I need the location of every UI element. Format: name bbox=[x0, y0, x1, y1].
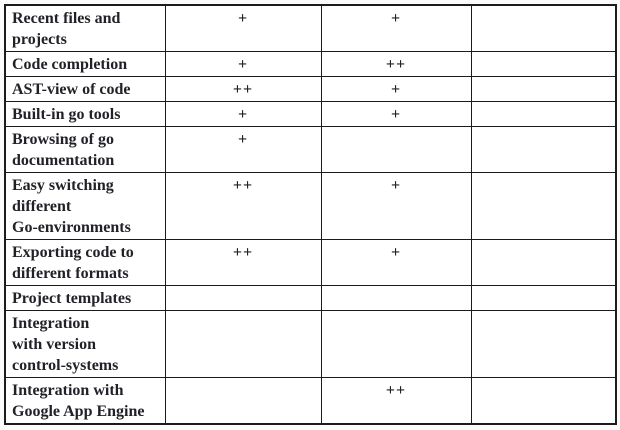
rating-cell bbox=[470, 285, 617, 311]
rating-cell bbox=[164, 310, 322, 378]
rating-cell: + bbox=[320, 101, 472, 127]
table-row: Integration with version control-systems bbox=[4, 310, 617, 378]
feature-cell: Project templates bbox=[4, 285, 166, 311]
rating-cell bbox=[470, 76, 617, 102]
table-row: AST-view of code ++ + bbox=[4, 76, 617, 102]
rating-cell: ++ bbox=[164, 239, 322, 286]
rating-cell bbox=[320, 310, 472, 378]
feature-cell: Code completion bbox=[4, 51, 166, 77]
feature-cell: Built-in go tools bbox=[4, 101, 166, 127]
rating-cell bbox=[470, 239, 617, 286]
feature-cell: Recent files and projects bbox=[4, 4, 166, 52]
feature-cell: Integration with Google App Engine bbox=[4, 377, 166, 425]
rating-cell: ++ bbox=[320, 377, 472, 425]
feature-cell: Browsing of go documentation bbox=[4, 126, 166, 173]
feature-cell: Exporting code to different formats bbox=[4, 239, 166, 286]
table-row: Exporting code to different formats ++ + bbox=[4, 239, 617, 286]
rating-cell: + bbox=[320, 239, 472, 286]
feature-comparison-table: Recent files and projects + + Code compl… bbox=[4, 4, 617, 425]
rating-cell: + bbox=[320, 76, 472, 102]
rating-cell bbox=[320, 126, 472, 173]
rating-cell: + bbox=[320, 172, 472, 240]
feature-cell: AST-view of code bbox=[4, 76, 166, 102]
rating-cell bbox=[470, 4, 617, 52]
table-row: Built-in go tools + + bbox=[4, 101, 617, 127]
feature-cell: Easy switching different Go-environments bbox=[4, 172, 166, 240]
rating-cell: + bbox=[164, 4, 322, 52]
table-row: Project templates bbox=[4, 285, 617, 311]
rating-cell: + bbox=[164, 51, 322, 77]
rating-cell: ++ bbox=[320, 51, 472, 77]
table-row: Code completion + ++ bbox=[4, 51, 617, 77]
rating-cell bbox=[470, 377, 617, 425]
feature-cell: Integration with version control-systems bbox=[4, 310, 166, 378]
table-row: Integration with Google App Engine ++ bbox=[4, 377, 617, 425]
rating-cell: ++ bbox=[164, 172, 322, 240]
rating-cell: + bbox=[164, 126, 322, 173]
rating-cell bbox=[164, 377, 322, 425]
rating-cell bbox=[470, 172, 617, 240]
rating-cell bbox=[470, 310, 617, 378]
rating-cell bbox=[470, 101, 617, 127]
rating-cell bbox=[470, 126, 617, 173]
table-row: Recent files and projects + + bbox=[4, 4, 617, 52]
rating-cell bbox=[320, 285, 472, 311]
rating-cell: + bbox=[164, 101, 322, 127]
rating-cell: ++ bbox=[164, 76, 322, 102]
rating-cell bbox=[470, 51, 617, 77]
table-row: Browsing of go documentation + bbox=[4, 126, 617, 173]
rating-cell bbox=[164, 285, 322, 311]
rating-cell: + bbox=[320, 4, 472, 52]
table-row: Easy switching different Go-environments… bbox=[4, 172, 617, 240]
